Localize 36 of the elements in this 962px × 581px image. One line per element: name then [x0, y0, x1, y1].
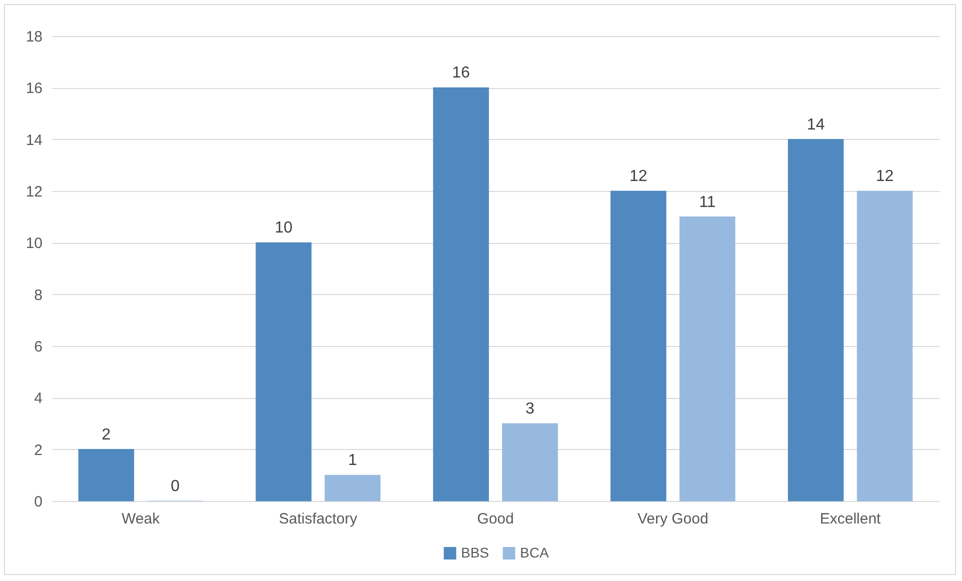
y-tick-label: 6 — [34, 338, 42, 356]
data-label: 3 — [526, 400, 535, 418]
data-label: 10 — [274, 220, 293, 237]
data-label: 16 — [452, 64, 470, 82]
y-tick-label: 16 — [26, 80, 42, 98]
data-label: 12 — [630, 168, 648, 185]
y-tick-label: 0 — [34, 494, 42, 510]
x-tick-label: Satisfactory — [278, 510, 358, 528]
data-label: 14 — [806, 116, 825, 134]
y-tick-label: 14 — [26, 132, 42, 149]
bar — [680, 216, 736, 502]
y-tick-label: 12 — [26, 184, 42, 200]
y-tick-label: 8 — [34, 286, 42, 304]
data-label: 0 — [170, 478, 180, 495]
bar — [78, 449, 134, 502]
x-tick-label: Excellent — [820, 510, 882, 528]
data-label: 1 — [348, 452, 358, 470]
x-tick-label: Good — [477, 510, 514, 528]
bar — [433, 87, 489, 502]
x-tick-label: Very Good — [637, 510, 708, 528]
y-tick-label: 18 — [26, 28, 42, 46]
bar — [502, 423, 558, 502]
data-label: 11 — [699, 194, 716, 211]
y-tick-label: 10 — [26, 235, 42, 252]
y-tick-label: 2 — [34, 442, 42, 459]
bar — [856, 190, 913, 502]
legend-label: BBS — [461, 544, 490, 560]
legend-label: BCA — [520, 544, 550, 560]
data-label: 12 — [876, 168, 894, 185]
bar — [256, 242, 312, 502]
bar — [324, 474, 380, 502]
y-tick-label: 4 — [34, 390, 42, 408]
bar — [788, 139, 844, 502]
bar — [610, 190, 666, 502]
data-label: 2 — [102, 426, 111, 444]
x-tick-label: Weak — [122, 510, 160, 528]
